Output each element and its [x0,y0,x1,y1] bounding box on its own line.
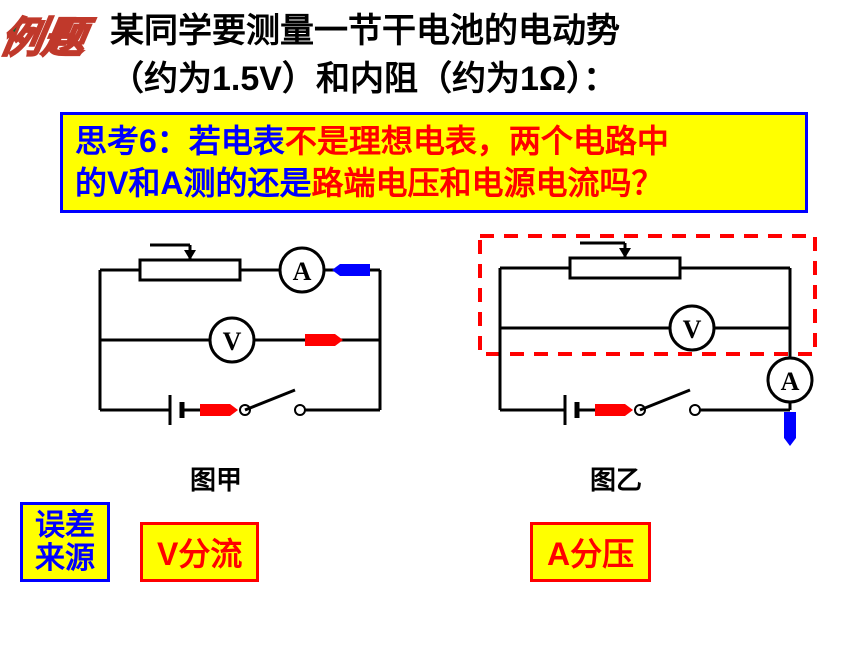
title-line2: （约为1.5V）和内阻（约为1Ω）： [110,60,617,98]
example-badge: 例题 [0,4,91,65]
question-box: 思考6：若电表不是理想电表，两个电路中的V和A测的还是路端电压和电源电流吗？ [60,112,808,213]
circuit-diagram-left: A V [80,240,400,450]
error-source-line2: 来源 [35,542,95,575]
voltmeter-label-left: V [223,327,242,356]
title-line1: 某同学要测量一节干电池的电动势 [110,12,620,50]
q-seg-3: 路端电压和电源电流吗？ [311,165,663,201]
problem-title: 某同学要测量一节干电池的电动势 （约为1.5V）和内阻（约为1Ω）： [110,8,830,103]
error-source-box: 误差 来源 [20,502,110,582]
error-box-left: V分流 [140,522,259,582]
q-seg-1: 不是理想电表，两个电路中 [285,123,669,159]
voltmeter-label-right: V [683,315,702,344]
diagram-label-left: 图甲 [190,460,242,497]
q-seg-2: 的V和A测的还是 [75,165,311,201]
ammeter-label-left: A [293,257,312,286]
diagram-label-right: 图乙 [590,460,642,497]
ammeter-label-right: A [781,367,800,396]
q-seg-0: 思考6：若电表 [75,123,285,159]
circuit-diagram-right: V A [470,228,830,453]
error-box-right: A分压 [530,522,651,582]
error-source-line1: 误差 [35,509,95,542]
